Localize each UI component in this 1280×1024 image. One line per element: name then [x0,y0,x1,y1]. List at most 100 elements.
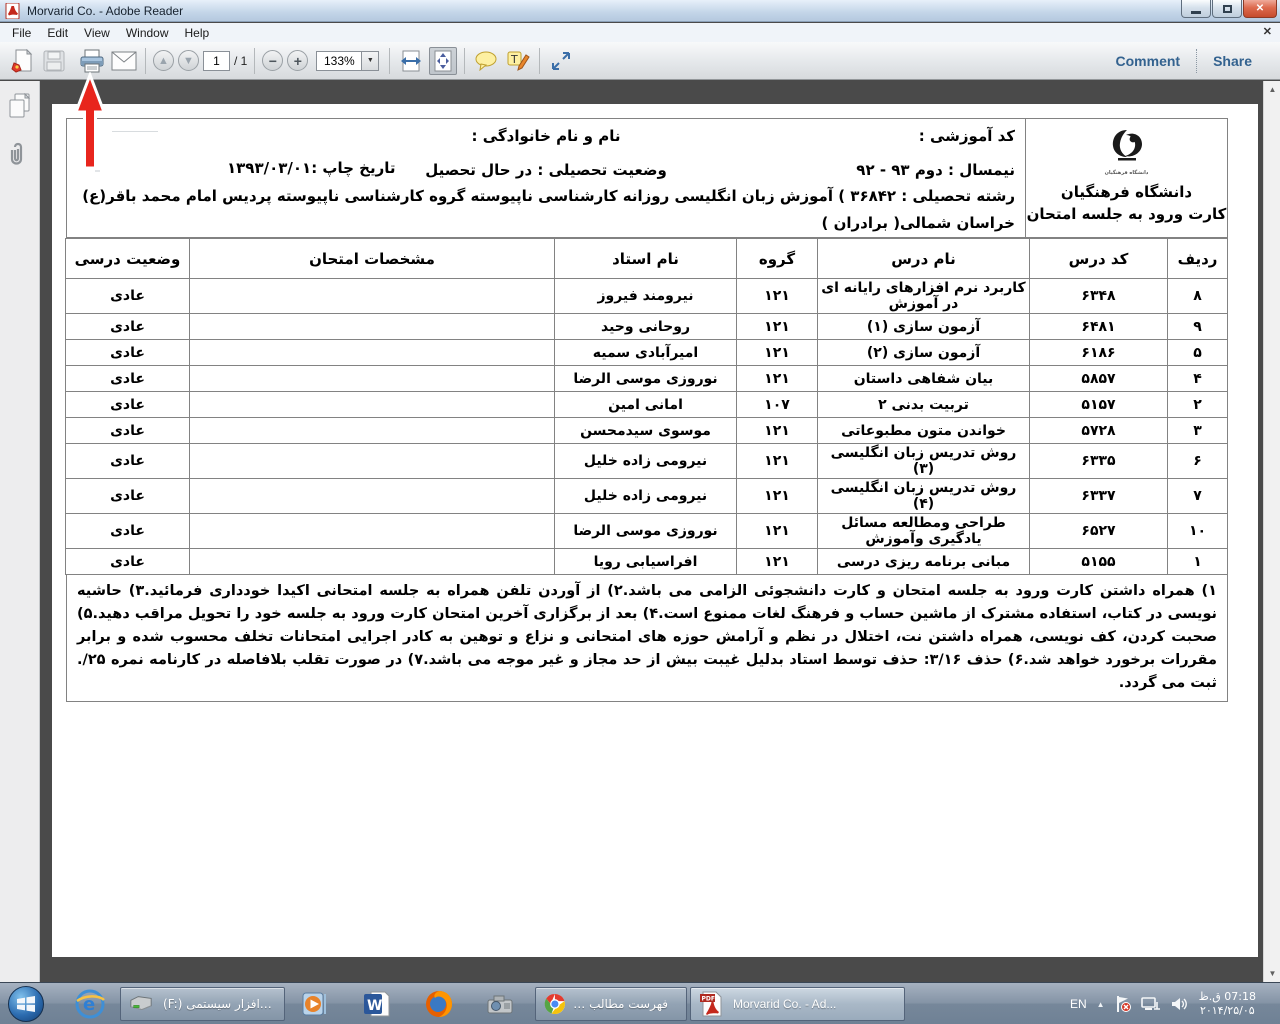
email-icon [111,51,137,70]
course-cell: ۸ [1167,278,1228,314]
title-bar: Morvarid Co. - Adobe Reader ✕ [0,0,1280,22]
close-button[interactable]: ✕ [1243,0,1277,18]
table-body: ۸ ۶۳۴۸ کاربرد نرم افزارهای رایانه ای در آم… [65,278,1228,575]
menu-edit[interactable]: Edit [47,25,69,40]
chrome-task-button[interactable]: فهرست مطالب | پرد... [535,987,687,1021]
course-cell: عادی [65,417,190,444]
start-button[interactable] [8,986,44,1022]
open-button[interactable] [8,47,36,75]
sign-tool-button[interactable]: T [504,47,532,75]
course-cell: ۹ [1167,313,1228,340]
email-button[interactable] [110,47,138,75]
vertical-scrollbar[interactable]: ▲ ▼ [1263,81,1280,982]
course-cell [189,278,555,314]
course-row: ۱ ۵۱۵۵ مبانی برنامه ریزی درسی ۱۲۱ افراسیابی … [65,548,1228,575]
svg-text:T: T [510,53,518,66]
firefox-button[interactable] [418,987,460,1021]
page-thumbnails-button[interactable] [0,89,40,123]
fit-page-button[interactable] [429,46,458,75]
course-cell: ۱۲۱ [736,365,818,392]
comment-tool-button[interactable] [472,47,500,75]
menu-file[interactable]: File [12,25,32,40]
course-cell: ۶۵۲۷ [1029,513,1168,549]
course-cell: ۴ [1167,365,1228,392]
course-cell: ۵ [1167,339,1228,366]
internet-explorer-icon: e [75,989,105,1019]
zoom-level-input[interactable]: 133% [316,50,363,71]
adobe-reader-task-button[interactable]: PDF Morvarid Co. - Ad... [690,987,905,1021]
course-cell [189,417,555,444]
document-view[interactable]: کد آموزشی : نام و نام خانوادگی : نیمسال … [40,81,1263,982]
toolbar-close-icon[interactable]: ✕ [1262,26,1272,38]
word-button[interactable]: W [357,987,397,1021]
menu-help[interactable]: Help [184,25,210,40]
course-cell [189,313,555,340]
course-cell: نیرومی زاده خلیل [554,478,737,514]
volume-icon[interactable] [1171,996,1189,1012]
scroll-up-icon[interactable]: ▲ [1268,85,1277,94]
course-cell: ۶۳۳۷ [1029,478,1168,514]
menu-view[interactable]: View [84,25,110,40]
menu-window[interactable]: Window [125,25,169,40]
internet-explorer-button[interactable]: e [68,987,112,1021]
explorer-drive-task-button[interactable]: (F:) نرم افزار سیستمی [120,987,285,1021]
arrow-up-icon: ▲ [158,54,169,67]
course-cell [189,548,555,575]
zoom-dropdown-button[interactable]: ▼ [362,50,380,71]
course-row: ۴ ۵۸۵۷ بیان شفاهی داستان ۱۲۱ نوروزی موسی الر… [65,365,1228,392]
camera-icon [487,995,513,1014]
comment-panel-button[interactable]: Comment [1115,53,1181,69]
attachments-button[interactable] [0,137,40,171]
full-name-label: نام و نام خانوادگی : [471,127,621,145]
previous-page-button[interactable]: ▲ [153,50,174,71]
clock-time: 07:18 ق.ظ [1198,990,1256,1003]
card-header: کد آموزشی : نام و نام خانوادگی : نیمسال … [66,118,1228,238]
course-cell: ۵۸۵۷ [1029,365,1168,392]
sign-pen-icon: T [507,51,531,71]
share-panel-button[interactable]: Share [1213,53,1252,69]
chrome-icon [544,993,565,1015]
zoom-in-button[interactable]: + [287,50,309,71]
save-icon [43,50,65,71]
zoom-out-button[interactable]: − [262,50,284,71]
imaging-device-button[interactable] [478,987,522,1021]
exam-rules-notes: ۱) همراه داشتن کارت ورود به جلسه امتحان … [66,575,1228,702]
course-cell: عادی [65,443,190,479]
fullscreen-button[interactable] [547,47,575,75]
toolbar-right-group: Comment Share [1100,42,1268,80]
fit-width-button[interactable] [397,47,425,75]
restore-button[interactable] [1212,0,1242,18]
scroll-down-icon[interactable]: ▼ [1268,969,1277,978]
clock[interactable]: 07:18 ق.ظ ۲۰۱۴/۲۵/۰۵ [1199,990,1256,1018]
course-cell: ۱۰ [1167,513,1228,549]
action-center-flag-icon[interactable] [1115,995,1131,1013]
minimize-button[interactable] [1181,0,1211,18]
paperclip-icon [10,142,23,165]
course-cell: روش تدریس زبان انگلیسی (۴) [817,478,1030,514]
network-icon[interactable] [1140,996,1161,1012]
study-status-label: وضعیت تحصیلی : در حال تحصیل [425,161,667,179]
language-indicator[interactable]: EN [1070,997,1087,1011]
print-button[interactable] [78,47,106,75]
course-cell [189,365,555,392]
course-cell: آزمون سازی (۲) [817,339,1030,366]
column-header: گروه [736,238,818,279]
next-page-button[interactable]: ▼ [178,50,199,71]
toolbar-separator [389,47,391,74]
comment-bubble-icon [475,51,497,71]
menu-bar: File Edit View Window Help ✕ [0,23,1280,42]
course-cell: ۱ [1167,548,1228,575]
course-cell: طراحی ومطالعه مسائل یادگیری وآموزش [817,513,1030,549]
media-player-button[interactable] [295,987,335,1021]
course-row: ۵ ۶۱۸۶ آزمون سازی (۲) ۱۲۱ امیرآبادی سمیه عادی [65,339,1228,366]
column-header: کد درس [1029,238,1168,279]
card-title: کارت ورود به جلسه امتحان [1026,205,1227,223]
page-number-input[interactable]: 1 [203,50,230,71]
column-header: نام درس [817,238,1030,279]
save-button[interactable] [40,47,68,75]
course-cell: عادی [65,513,190,549]
course-cell: ۵۱۵۵ [1029,548,1168,575]
course-row: ۱۰ ۶۵۲۷ طراحی ومطالعه مسائل یادگیری وآموزش… [65,513,1228,549]
course-cell: ۶۴۸۱ [1029,313,1168,340]
hidden-icons-button[interactable]: ▲ [1096,999,1105,1009]
